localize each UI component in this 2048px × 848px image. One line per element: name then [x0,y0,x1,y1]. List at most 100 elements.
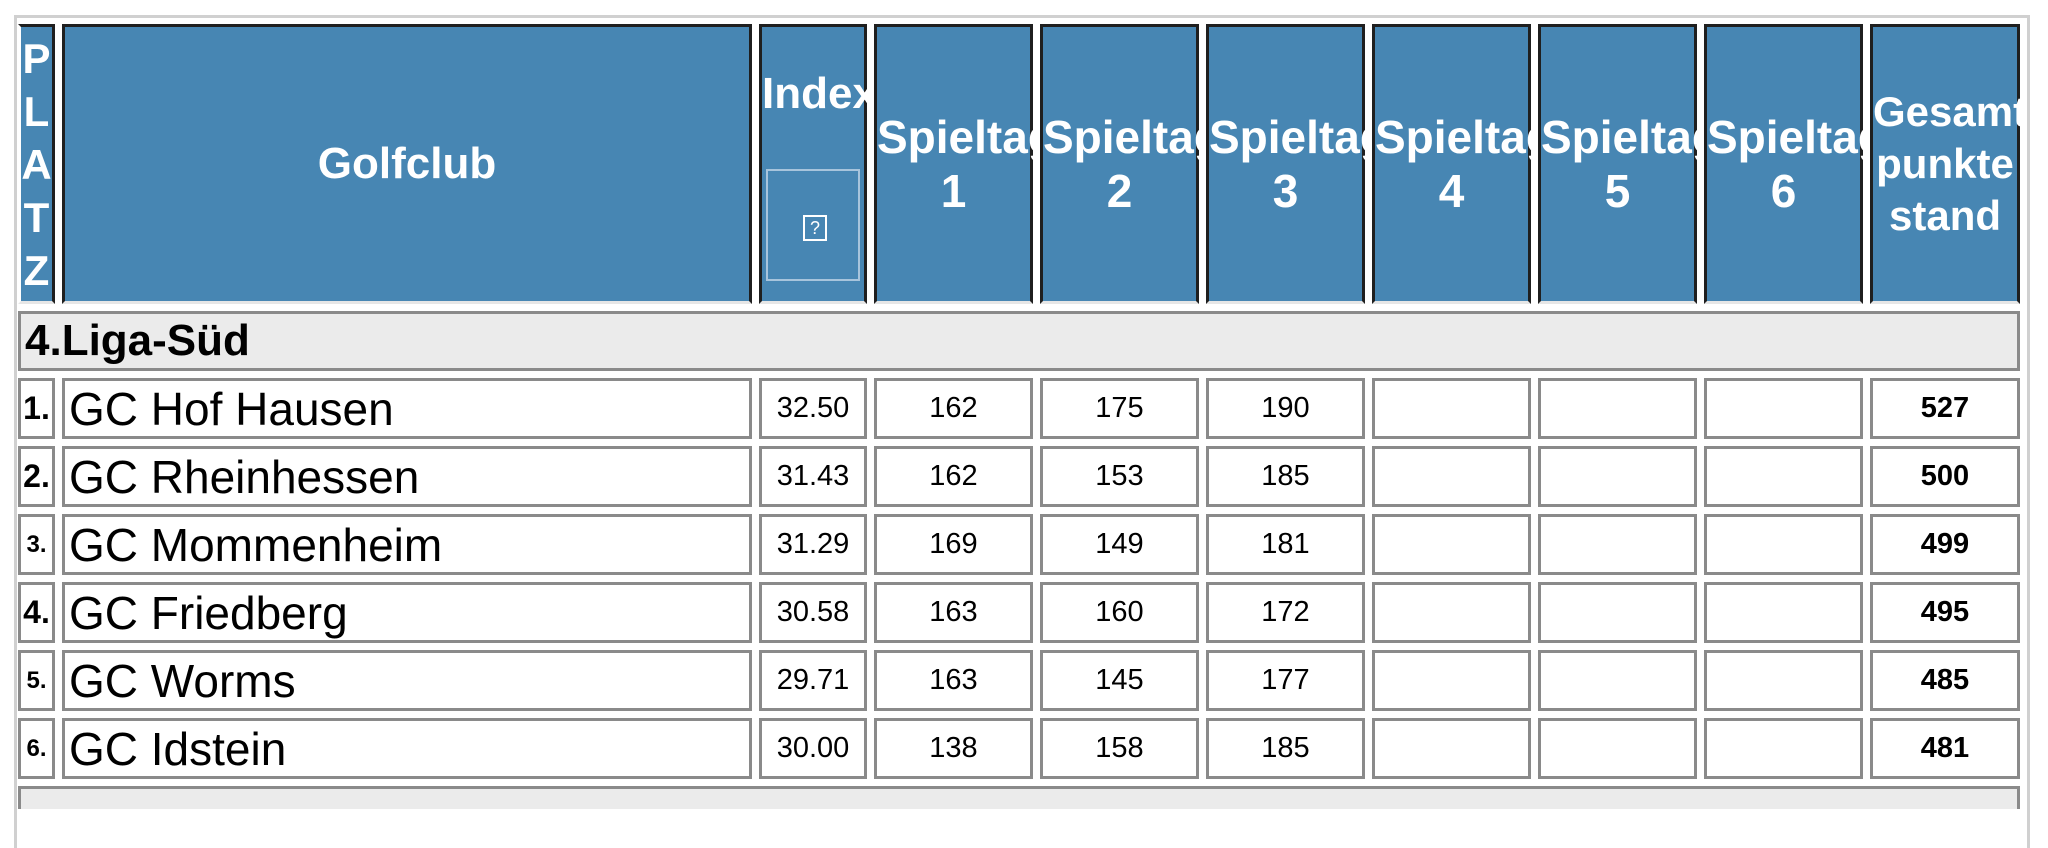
platz-letter: T [23,193,50,241]
platz-letter: P [22,34,51,82]
spieltag-cell: 163 [874,650,1033,711]
spieltag-label: Spieltag [1209,111,1388,163]
spieltag-cell [1538,514,1697,575]
table-row: 1. GC Hof Hausen 32.50 162 175 190 527 [18,378,2020,439]
club-cell: GC Hof Hausen [62,378,752,439]
platz-header: P L A T Z [18,24,55,304]
spieltag-cell [1372,650,1531,711]
total-cell: 485 [1870,650,2020,711]
spieltag-label: Spieltag [1375,111,1554,163]
total-header-line: punkte [1876,140,2014,187]
spieltag-cell [1538,582,1697,643]
group-title: 4.Liga-Süd [18,311,2020,371]
spieltag-number: 4 [1438,165,1465,217]
spieltag-4-header: Spieltag 4 [1372,24,1554,304]
total-header-line: Gesamt [1873,88,2028,135]
gesamtpunktestand-header: Gesamt punkte stand [1870,24,2028,304]
rank-cell: 3. [18,514,55,575]
league-table: P L A T Z Golfclub Index ? Spieltag 1 Sp… [11,17,2027,816]
total-cell: 499 [1870,514,2020,575]
spieltag-cell: 145 [1040,650,1199,711]
spieltag-cell: 185 [1206,718,1365,779]
spieltag-number: 1 [940,165,967,217]
total-cell: 481 [1870,718,2020,779]
table-frame [14,15,2030,848]
platz-letter: A [21,140,52,188]
group-row: 4.Liga-Süd [18,311,2020,371]
spieltag-label: Spieltag [877,111,1056,163]
spieltag-number: 3 [1272,165,1299,217]
help-icon[interactable]: ? [803,215,827,241]
rank-cell: 2. [18,446,55,507]
spieltag-cell: 190 [1206,378,1365,439]
spieltag-cell: 160 [1040,582,1199,643]
spieltag-cell [1704,718,1863,779]
spieltag-number: 6 [1770,165,1797,217]
index-cell: 30.58 [759,582,867,643]
spieltag-cell [1372,446,1531,507]
spieltag-cell: 158 [1040,718,1199,779]
club-cell: GC Mommenheim [62,514,752,575]
spieltag-cell [1704,514,1863,575]
next-group-row [18,786,2020,809]
rank-cell: 4. [18,582,55,643]
table-row: 5. GC Worms 29.71 163 145 177 485 [18,650,2020,711]
platz-letter: L [23,87,50,135]
table-row: 4. GC Friedberg 30.58 163 160 172 495 [18,582,2020,643]
spieltag-6-header: Spieltag 6 [1704,24,1886,304]
index-help-box[interactable]: ? [766,169,860,281]
club-cell: GC Rheinhessen [62,446,752,507]
spieltag-cell [1372,718,1531,779]
spieltag-cell [1538,718,1697,779]
spieltag-label: Spieltag [1043,111,1222,163]
spieltag-cell [1704,650,1863,711]
spieltag-1-header: Spieltag 1 [874,24,1056,304]
spieltag-cell [1704,582,1863,643]
spieltag-2-header: Spieltag 2 [1040,24,1222,304]
spieltag-number: 2 [1106,165,1133,217]
total-header-line: stand [1888,192,2001,239]
index-header: Index ? [759,24,877,304]
index-cell: 31.29 [759,514,867,575]
spieltag-cell [1704,378,1863,439]
club-cell: GC Idstein [62,718,752,779]
spieltag-cell: 185 [1206,446,1365,507]
spieltag-cell [1372,514,1531,575]
total-cell: 527 [1870,378,2020,439]
spieltag-cell: 169 [874,514,1033,575]
spieltag-cell: 163 [874,582,1033,643]
spieltag-label: Spieltag [1707,111,1886,163]
header-row: P L A T Z Golfclub Index ? Spieltag 1 Sp… [18,24,2028,304]
total-cell: 500 [1870,446,2020,507]
spieltag-cell: 153 [1040,446,1199,507]
table-row: 6. GC Idstein 30.00 138 158 185 481 [18,718,2020,779]
rank-cell: 1. [18,378,55,439]
spieltag-cell: 175 [1040,378,1199,439]
index-cell: 31.43 [759,446,867,507]
spieltag-cell [1372,378,1531,439]
table-row: 2. GC Rheinhessen 31.43 162 153 185 500 [18,446,2020,507]
spieltag-cell: 138 [874,718,1033,779]
index-cell: 29.71 [759,650,867,711]
spieltag-5-header: Spieltag 5 [1538,24,1720,304]
spieltag-cell: 162 [874,446,1033,507]
index-cell: 30.00 [759,718,867,779]
spieltag-cell: 162 [874,378,1033,439]
spieltag-cell: 181 [1206,514,1365,575]
club-cell: GC Worms [62,650,752,711]
total-cell: 495 [1870,582,2020,643]
spieltag-cell: 177 [1206,650,1365,711]
table-row: 3. GC Mommenheim 31.29 169 149 181 499 [18,514,2020,575]
index-cell: 32.50 [759,378,867,439]
spieltag-cell: 172 [1206,582,1365,643]
club-cell: GC Friedberg [62,582,752,643]
spieltag-cell [1538,446,1697,507]
spieltag-number: 5 [1604,165,1631,217]
rank-cell: 5. [18,650,55,711]
next-group-cell [18,786,2020,809]
rank-cell: 6. [18,718,55,779]
spieltag-cell [1372,582,1531,643]
golfclub-header: Golfclub [62,24,752,304]
spieltag-label: Spieltag [1541,111,1720,163]
spieltag-cell [1538,650,1697,711]
